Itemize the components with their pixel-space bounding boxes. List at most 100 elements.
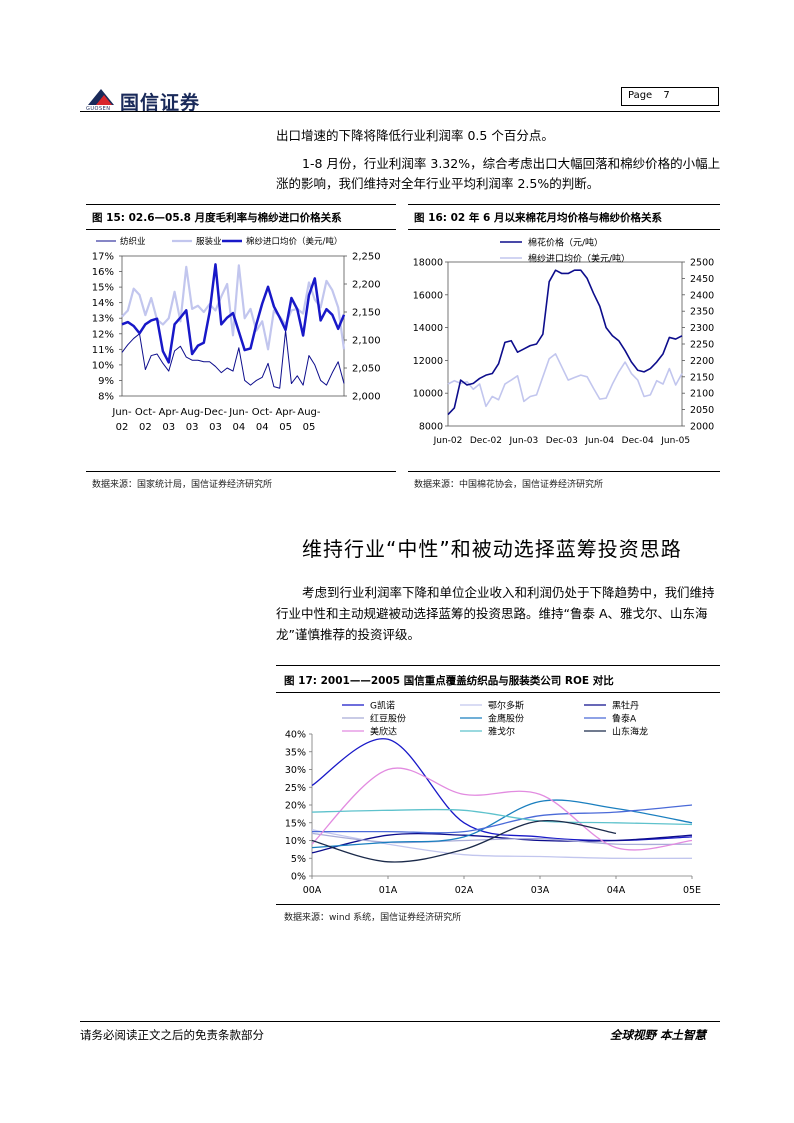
fig15-right-tick-label: 2,250 xyxy=(352,252,381,263)
fig17-x-tick-label: 00A xyxy=(303,885,322,896)
fig16-right-tick-label: 2450 xyxy=(690,274,714,285)
fig17-y-tick-label: 15% xyxy=(285,818,306,829)
fig17-x-tick-label: 03A xyxy=(531,885,550,896)
fig17-legend-label: 雅戈尔 xyxy=(488,726,515,738)
fig15-left-tick-label: 14% xyxy=(92,298,114,309)
fig15-right-tick-label: 2,000 xyxy=(352,392,381,403)
fig17-legend-label: 黑牡丹 xyxy=(612,700,639,712)
fig17-top-rule xyxy=(276,665,720,666)
fig15-legend-label: 棉纱进口均价（美元/吨） xyxy=(246,236,342,247)
fig16-right-tick-label: 2500 xyxy=(690,258,714,269)
fig15-bottom-rule xyxy=(86,471,396,472)
fig16-left-tick-label: 14000 xyxy=(413,323,443,334)
fig17-y-tick-label: 25% xyxy=(285,783,306,794)
fig15-x-tick-label: 05 xyxy=(279,422,292,433)
fig15-x-tick-label: Aug- xyxy=(297,407,321,418)
fig16-right-tick-label: 2300 xyxy=(690,323,714,334)
fig17-legend-label: 鄂尔多斯 xyxy=(488,700,524,712)
fig15-x-tick-label: 05 xyxy=(303,422,316,433)
fig17-title: 图 17: 2001——2005 国信重点覆盖纺织品与服装类公司 ROE 对比 xyxy=(284,675,614,687)
company-logo: GUOSEN 国信证券 xyxy=(84,85,214,115)
page-number: 7 xyxy=(663,90,670,101)
fig15-x-tick-label: 04 xyxy=(232,422,245,433)
fig17-y-tick-label: 20% xyxy=(285,801,306,812)
fig15-x-tick-label: Oct- xyxy=(252,407,273,418)
fig15-x-tick-label: 02 xyxy=(139,422,152,433)
fig16-bottom-rule xyxy=(408,471,720,472)
fig17-legend-label: G凯诺 xyxy=(370,700,395,712)
fig16-x-tick-label: Dec-02 xyxy=(470,436,502,446)
fig16-left-tick-label: 18000 xyxy=(413,258,443,269)
fig15-x-tick-label: Apr- xyxy=(275,407,296,418)
fig16-right-tick-label: 2400 xyxy=(690,290,714,301)
fig17-x-tick-label: 02A xyxy=(455,885,474,896)
fig16-x-tick-label: Dec-03 xyxy=(546,436,578,446)
fig16-left-tick-label: 10000 xyxy=(413,389,443,400)
fig16-left-tick-label: 8000 xyxy=(419,422,443,433)
fig17-series-line xyxy=(311,832,693,846)
fig17-y-tick-label: 30% xyxy=(285,765,306,776)
fig16-x-tick-label: Jun-05 xyxy=(660,436,690,446)
fig15-source: 数据来源：国家统计局，国信证券经济研究所 xyxy=(92,480,273,490)
fig15-right-tick-label: 2,050 xyxy=(352,364,381,375)
fig16-right-tick-label: 2250 xyxy=(690,340,714,351)
footer-rule xyxy=(80,1021,720,1022)
fig15-left-tick-label: 9% xyxy=(98,376,114,387)
fig17-y-tick-label: 5% xyxy=(291,854,306,865)
fig16-x-tick-label: Jun-02 xyxy=(433,436,463,446)
fig15-series-line xyxy=(121,263,346,364)
logo-name: 国信证券 xyxy=(120,92,201,114)
footer-disclaimer: 请务必阅读正文之后的免责条款部分 xyxy=(80,1028,264,1042)
fig15-legend-label: 纺织业 xyxy=(120,236,146,247)
fig16-series-line xyxy=(447,269,683,416)
fig15-x-tick-label: Oct- xyxy=(135,407,156,418)
fig16-title-rule xyxy=(408,229,720,230)
fig16-legend-label: 棉花价格（元/吨） xyxy=(528,237,603,249)
fig17-legend-label: 鲁泰A xyxy=(612,713,637,725)
fig17-x-tick-label: 05E xyxy=(683,885,701,896)
fig15-x-tick-label: 02 xyxy=(116,422,129,433)
fig15-x-tick-label: Aug- xyxy=(181,407,205,418)
fig16-left-tick-label: 12000 xyxy=(413,356,443,367)
fig16-x-tick-label: Dec-04 xyxy=(622,436,654,446)
page-label: Page xyxy=(628,90,653,101)
fig17-series-line xyxy=(311,738,693,842)
fig15-x-tick-label: Jun- xyxy=(228,407,249,418)
fig16-chart: 棉花价格（元/吨） 棉纱进口均价（美元/吨） 8000 10000 12000 14000… xyxy=(413,237,714,447)
fig16-x-tick-label: Jun-04 xyxy=(584,436,614,446)
fig15-left-tick-label: 15% xyxy=(92,283,114,294)
fig15-right-tick-label: 2,100 xyxy=(352,336,381,347)
fig16-top-rule xyxy=(408,204,720,205)
fig15-left-tick-label: 12% xyxy=(92,329,114,340)
fig16-plot-frame xyxy=(447,261,683,427)
fig17-series-line xyxy=(311,833,693,854)
fig15-series-line xyxy=(121,330,345,389)
fig15-x-tick-label: 03 xyxy=(209,422,222,433)
fig17-series-line xyxy=(311,799,693,849)
fig15-x-tick-label: 04 xyxy=(256,422,269,433)
fig16-left-tick-label: 16000 xyxy=(413,290,443,301)
fig17-legend-label: 山东海龙 xyxy=(612,726,648,738)
fig17-y-tick-label: 40% xyxy=(285,730,306,741)
fig15-left-tick-label: 8% xyxy=(98,392,114,403)
page-number-box: Page 7 xyxy=(621,87,719,106)
fig15-plot-frame xyxy=(121,255,345,397)
fig15-left-tick-label: 17% xyxy=(92,252,114,263)
fig15-left-tick-label: 16% xyxy=(92,267,114,278)
paragraph-3-line-2: 行业中性和主动规避被动选择蓝筹的投资思路。维持“鲁泰 A、雅戈尔、山东海 xyxy=(276,606,708,621)
fig15-right-tick-label: 2,150 xyxy=(352,308,381,319)
fig15-x-tick-label: Apr- xyxy=(159,407,180,418)
fig17-y-tick-label: 35% xyxy=(285,747,306,758)
fig17-legend-label: 红豆股份 xyxy=(370,713,406,725)
fig17-y-tick-label: 10% xyxy=(285,836,306,847)
body-line-1: 出口增速的下降将降低行业利润率 0.5 个百分点。 xyxy=(276,128,554,143)
fig15-x-tick-label: Jun- xyxy=(111,407,132,418)
fig16-right-tick-label: 2350 xyxy=(690,307,714,318)
fig16-series-line xyxy=(447,353,683,408)
fig17-bottom-rule xyxy=(276,904,720,905)
fig15-chart: 纺织业 服装业 棉纱进口均价（美元/吨） 8% 9% 10% 11% 12% 13% 14% 15%… xyxy=(92,236,381,433)
fig17-source: 数据来源：wind 系统，国信证券经济研究所 xyxy=(284,913,462,923)
header-rule xyxy=(80,111,720,112)
fig15-top-rule xyxy=(86,204,396,205)
fig15-legend-label: 服装业 xyxy=(196,236,222,247)
